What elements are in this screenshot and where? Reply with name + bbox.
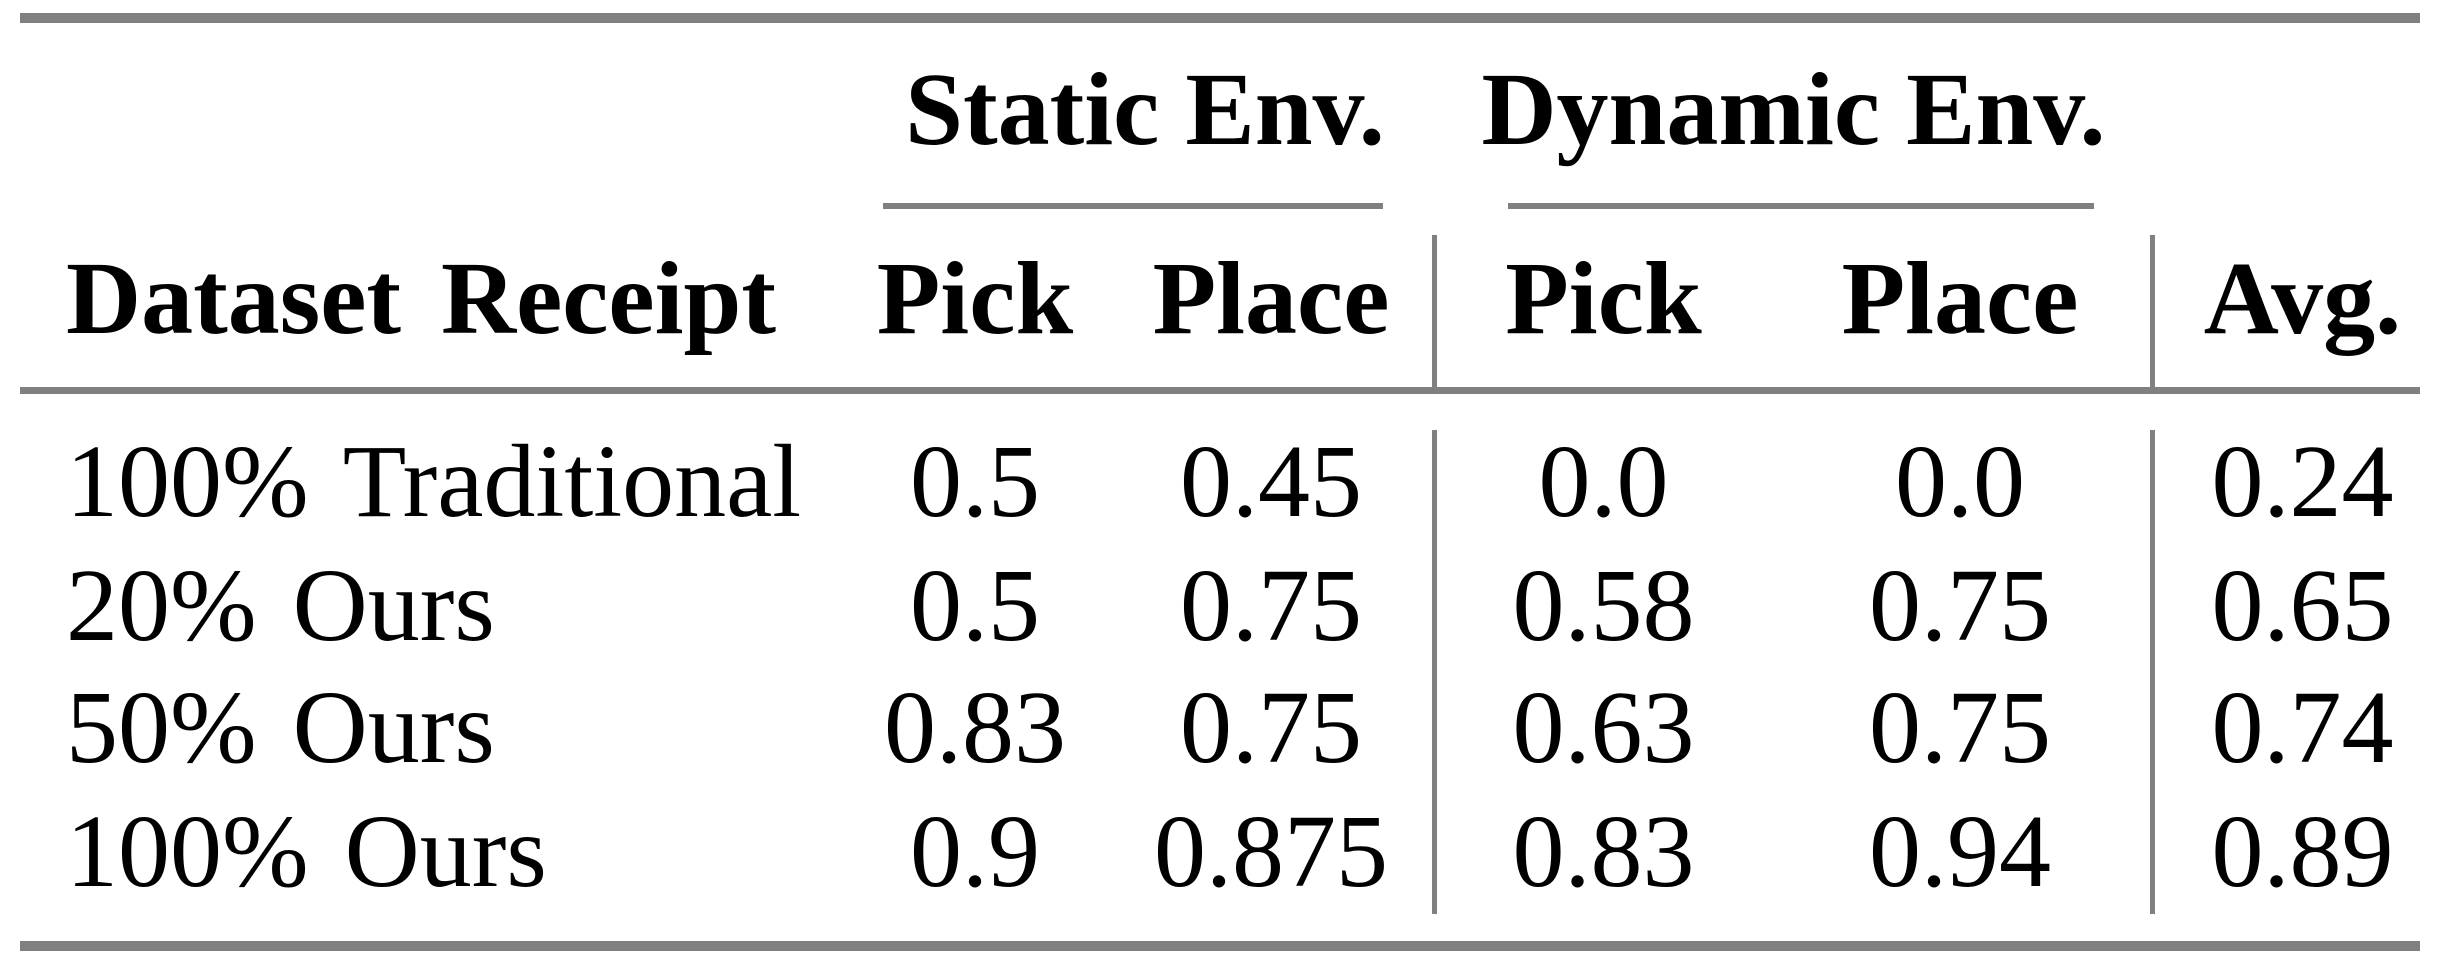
row-label: 100% Ours bbox=[66, 793, 547, 909]
vertical-separator-header-2 bbox=[2150, 235, 2155, 387]
group-header-static-env: Static Env. bbox=[905, 51, 1385, 167]
column-header-static-pick: Pick bbox=[876, 240, 1074, 356]
cmidrule-dynamic bbox=[1508, 203, 2094, 209]
column-header-dataset-receipt: Dataset Receipt bbox=[66, 240, 776, 356]
cell-static-place: 0.75 bbox=[1180, 669, 1362, 785]
column-header-dynamic-pick: Pick bbox=[1505, 240, 1702, 356]
mid-rule bbox=[20, 387, 2420, 394]
cell-dynamic-pick: 0.63 bbox=[1512, 669, 1695, 785]
column-header-avg: Avg. bbox=[2203, 240, 2402, 356]
cell-avg: 0.24 bbox=[2211, 423, 2394, 539]
vertical-separator-data-1 bbox=[1432, 430, 1437, 914]
cell-dynamic-pick: 0.58 bbox=[1512, 547, 1695, 663]
row-label: 100% Traditional bbox=[66, 423, 802, 539]
column-header-dynamic-place: Place bbox=[1841, 240, 2079, 356]
cell-avg: 0.65 bbox=[2211, 547, 2394, 663]
cell-avg: 0.74 bbox=[2211, 669, 2394, 785]
cell-static-pick: 0.9 bbox=[910, 793, 1040, 909]
cell-dynamic-place: 0.75 bbox=[1869, 547, 2051, 663]
table-row-100-traditional: 100% Traditional 0.5 0.45 0.0 0.0 0.24 bbox=[20, 419, 2420, 543]
bottom-rule bbox=[20, 941, 2420, 951]
cell-dynamic-place: 0.0 bbox=[1895, 423, 2025, 539]
table-row-50-ours: 50% Ours 0.83 0.75 0.63 0.75 0.74 bbox=[20, 665, 2420, 789]
cell-static-place: 0.875 bbox=[1154, 793, 1388, 909]
cell-static-place: 0.75 bbox=[1180, 547, 1362, 663]
cell-static-pick: 0.83 bbox=[884, 669, 1066, 785]
vertical-separator-data-2 bbox=[2150, 430, 2155, 914]
cell-dynamic-pick: 0.83 bbox=[1512, 793, 1695, 909]
cell-static-place: 0.45 bbox=[1180, 423, 1362, 539]
row-label: 20% Ours bbox=[66, 547, 495, 663]
table-row-20-ours: 20% Ours 0.5 0.75 0.58 0.75 0.65 bbox=[20, 543, 2420, 667]
results-table: Static Env. Dynamic Env. Dataset Receipt… bbox=[20, 0, 2420, 966]
cmidrule-static bbox=[883, 203, 1383, 209]
group-header-row: Static Env. Dynamic Env. bbox=[20, 30, 2420, 200]
cell-dynamic-pick: 0.0 bbox=[1538, 423, 1669, 539]
column-header-static-place: Place bbox=[1152, 240, 1390, 356]
cmidrules bbox=[20, 203, 2420, 209]
cell-dynamic-place: 0.75 bbox=[1869, 669, 2051, 785]
cell-dynamic-place: 0.94 bbox=[1869, 793, 2051, 909]
row-label: 50% Ours bbox=[66, 669, 495, 785]
cell-avg: 0.89 bbox=[2211, 793, 2394, 909]
top-rule bbox=[20, 13, 2420, 23]
vertical-separator-header-1 bbox=[1432, 235, 1437, 387]
cell-static-pick: 0.5 bbox=[910, 423, 1040, 539]
table-row-100-ours: 100% Ours 0.9 0.875 0.83 0.94 0.89 bbox=[20, 789, 2420, 913]
cell-static-pick: 0.5 bbox=[910, 547, 1040, 663]
group-header-dynamic-env: Dynamic Env. bbox=[1481, 51, 2106, 167]
column-header-row: Dataset Receipt Pick Place Pick Place Av… bbox=[20, 209, 2420, 387]
